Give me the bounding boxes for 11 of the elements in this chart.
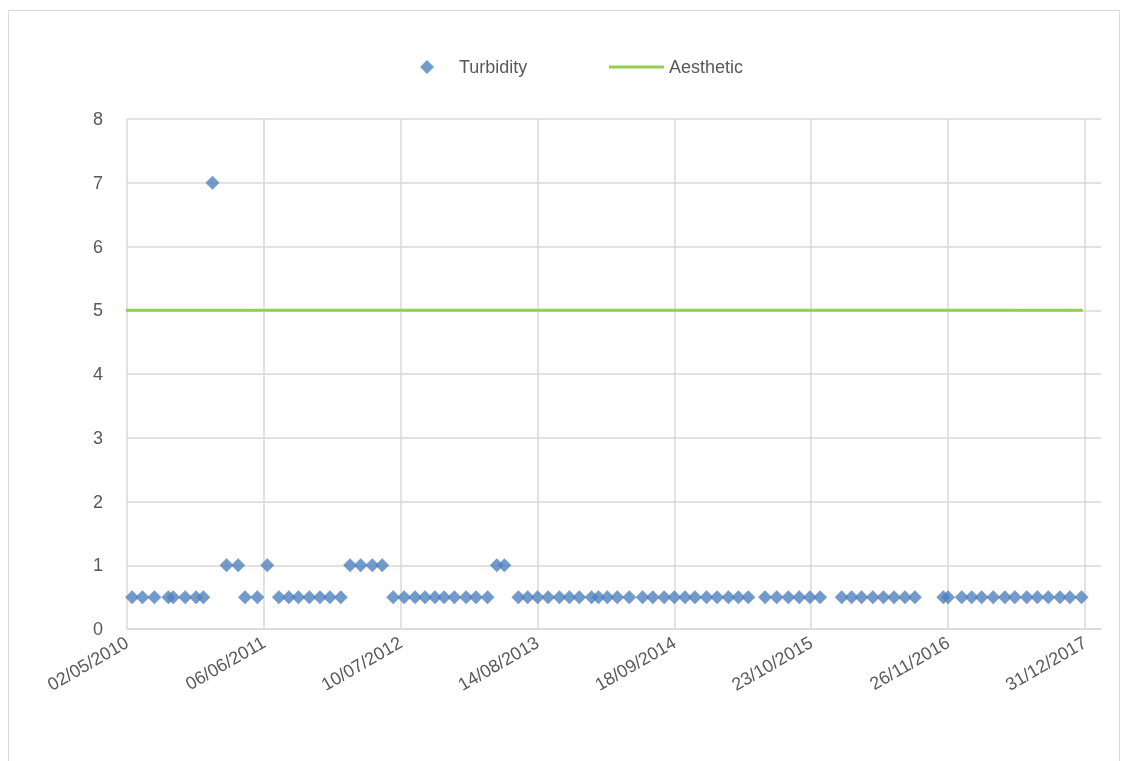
y-tick-label: 4	[92, 364, 103, 384]
y-tick-label: 0	[92, 619, 103, 639]
y-tick-label: 6	[92, 236, 103, 257]
y-tick-label: 3	[92, 427, 103, 448]
y-tick-label: 2	[92, 491, 103, 512]
y-tick-label: 8	[92, 109, 103, 129]
y-tick-label: 1	[92, 555, 103, 576]
legend-label: Turbidity	[459, 57, 528, 77]
y-tick-label: 5	[92, 300, 103, 321]
legend-label: Aesthetic	[669, 57, 744, 77]
y-tick-label: 7	[92, 172, 103, 193]
